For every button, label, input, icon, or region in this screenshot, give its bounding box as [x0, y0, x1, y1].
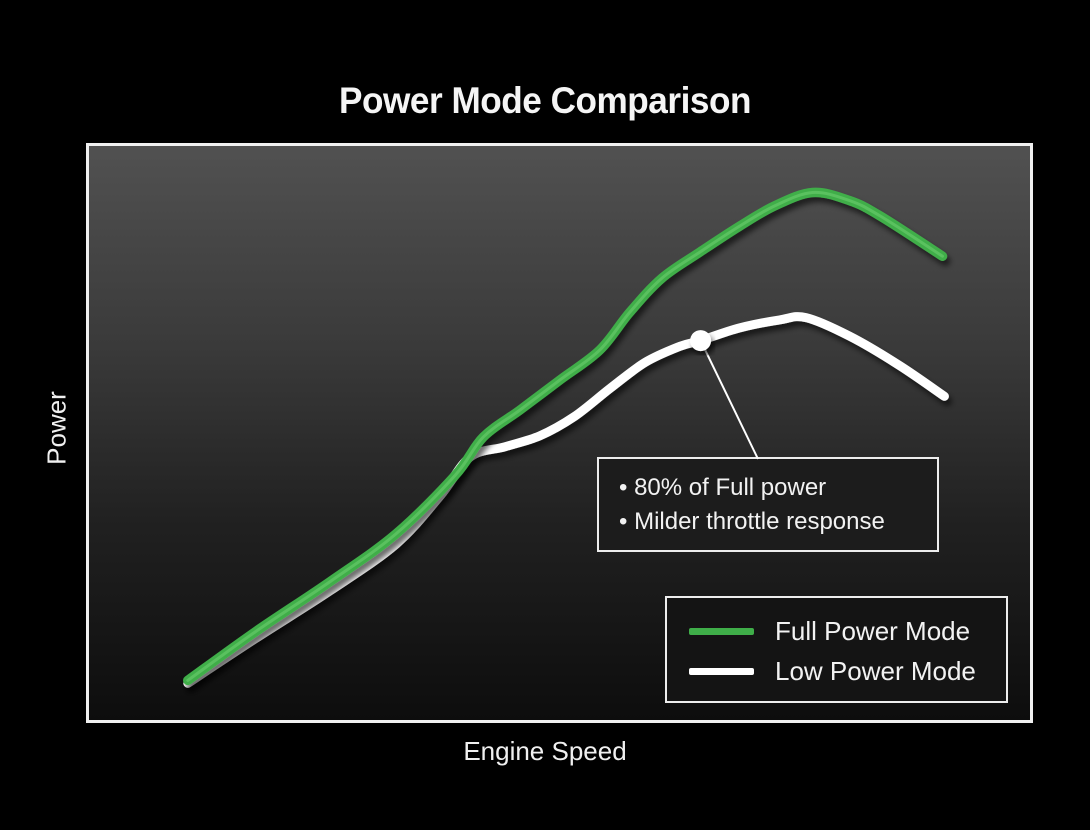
y-axis-label: Power — [41, 391, 72, 465]
low-power-line-swatch-icon — [689, 667, 754, 675]
annotation-line-2: • Milder throttle response — [619, 508, 885, 535]
legend-item-low-power: Low Power Mode — [689, 651, 1006, 691]
chart-title: Power Mode Comparison — [339, 80, 751, 121]
legend-label-full-power: Full Power Mode — [775, 615, 971, 646]
full-power-line-swatch-icon — [689, 627, 754, 635]
annotation-line-1: • 80% of Full power — [619, 474, 827, 501]
legend-item-full-power: Full Power Mode — [689, 611, 1006, 651]
legend: Full Power Mode Low Power Mode — [665, 596, 1008, 703]
legend-label-low-power: Low Power Mode — [775, 655, 976, 686]
annotation-box: • 80% of Full power • Milder throttle re… — [597, 457, 939, 552]
x-axis-label: Engine Speed — [463, 736, 627, 766]
